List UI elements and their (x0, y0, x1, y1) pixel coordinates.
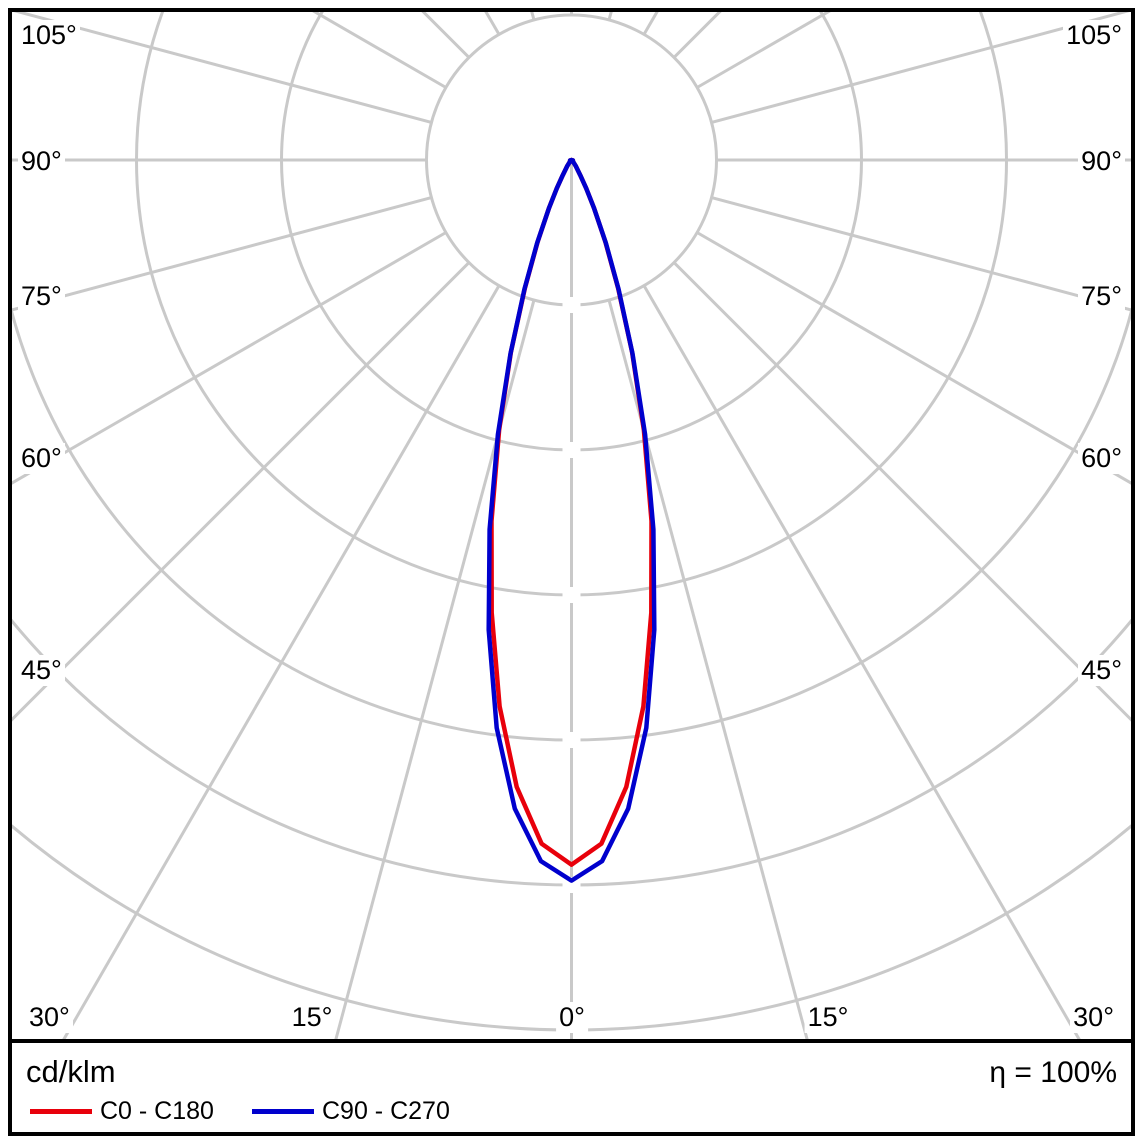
efficiency-label: η = 100% (989, 1056, 1117, 1089)
angle-label-right-90: 90° (1078, 146, 1125, 178)
angle-label-left-105: 105° (18, 20, 80, 52)
angle-label-right-75: 75° (1078, 281, 1125, 313)
angle-label-left-60: 60° (18, 443, 65, 475)
angle-label-bottom-30l: 30° (26, 1002, 73, 1034)
angle-label-bottom-0: 0° (556, 1002, 588, 1034)
angle-label-bottom-15l: 15° (288, 1002, 336, 1034)
angle-label-bottom-30r: 30° (1070, 1002, 1117, 1034)
legend-label-c0-c180: C0 - C180 (100, 1097, 214, 1125)
angle-label-right-60: 60° (1078, 443, 1125, 475)
legend-swatch-1 (252, 1109, 314, 1114)
legend-swatch-0 (30, 1109, 92, 1114)
angle-label-right-45: 45° (1078, 655, 1125, 687)
angle-label-left-45: 45° (18, 655, 65, 687)
angle-label-left-90: 90° (18, 146, 65, 178)
angle-label-right-105: 105° (1063, 20, 1125, 52)
legend-label-c90-c270: C90 - C270 (322, 1097, 450, 1125)
units-label: cd/klm (26, 1054, 116, 1089)
angle-label-left-75: 75° (18, 281, 65, 313)
angle-label-bottom-15r: 15° (804, 1002, 852, 1034)
